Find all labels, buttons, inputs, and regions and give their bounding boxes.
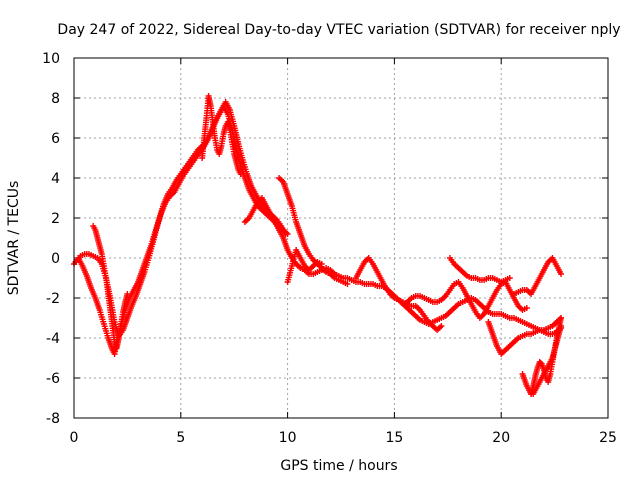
- y-tick-label: 6: [51, 131, 60, 147]
- y-tick-label: -8: [46, 411, 60, 427]
- series-trace-f: [276, 175, 351, 287]
- data-point: [124, 291, 131, 297]
- series-trace-g: [284, 247, 325, 285]
- series-trace-n: [528, 315, 565, 397]
- y-tick-label: -4: [46, 331, 60, 347]
- y-tick-label: 8: [51, 91, 60, 107]
- y-tick-label: 10: [42, 51, 60, 67]
- series-trace-j: [446, 255, 513, 285]
- y-axis-label: SDTVAR / TECUs: [6, 181, 22, 296]
- data-point: [558, 315, 565, 321]
- y-tick-label: 4: [51, 171, 60, 187]
- y-tick-label: -2: [46, 291, 60, 307]
- data-point: [318, 261, 325, 267]
- x-tick-label: 5: [176, 430, 185, 446]
- chart-title: Day 247 of 2022, Sidereal Day-to-day VTE…: [57, 22, 620, 38]
- data-point: [344, 281, 351, 287]
- data-point: [237, 171, 244, 177]
- x-tick-label: 0: [70, 430, 79, 446]
- y-tick-label: 0: [51, 251, 60, 267]
- data-point: [284, 231, 291, 237]
- x-axis-label: GPS time / hours: [280, 458, 397, 474]
- y-tick-label: -6: [46, 371, 60, 387]
- series-trace-h: [352, 255, 445, 333]
- data-point: [558, 271, 565, 277]
- series-trace-d: [199, 93, 244, 177]
- plot-frame: [73, 57, 609, 419]
- series-trace-c: [90, 223, 131, 351]
- x-tick-label: 20: [492, 430, 510, 446]
- y-tick-label: 2: [51, 211, 60, 227]
- x-axis-ticks: 0 5 10 15 20 25: [70, 58, 617, 446]
- x-tick-label: 10: [279, 430, 297, 446]
- x-tick-label: 15: [385, 430, 403, 446]
- plot-area: [71, 93, 565, 397]
- series-trace-l: [511, 255, 565, 297]
- data-point: [438, 323, 445, 329]
- data-point: [506, 275, 513, 281]
- series-trace-e: [241, 195, 291, 237]
- x-tick-label: 25: [599, 430, 617, 446]
- data-point: [523, 305, 530, 311]
